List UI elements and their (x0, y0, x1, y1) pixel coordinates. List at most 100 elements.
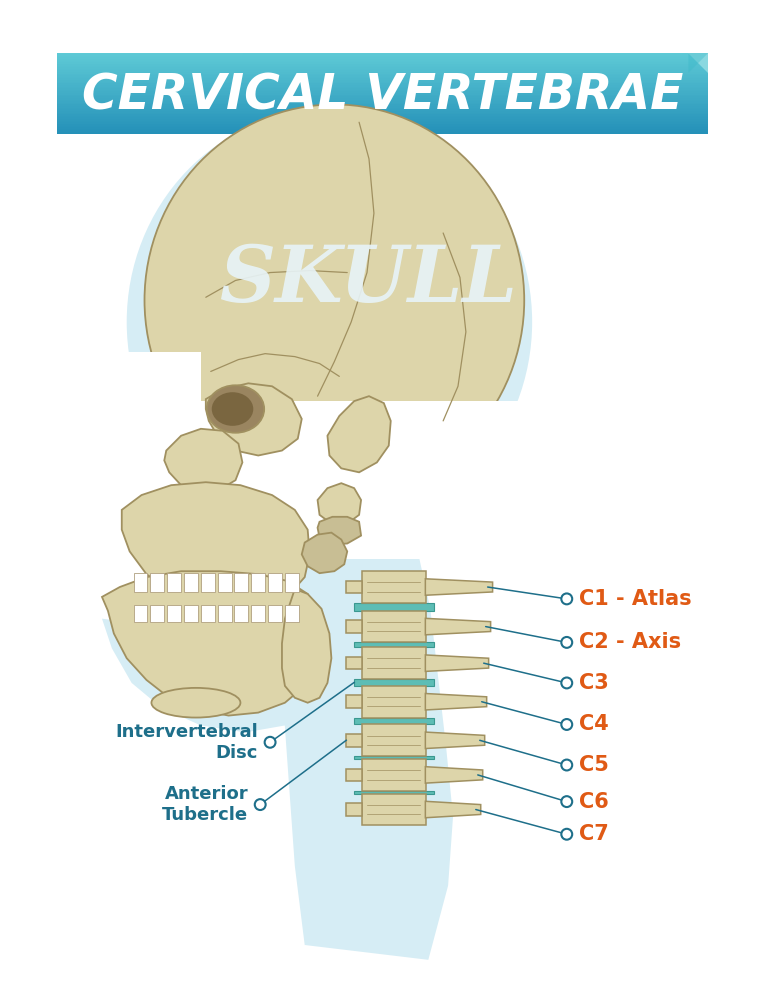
Circle shape (562, 637, 572, 648)
Circle shape (562, 593, 572, 604)
Ellipse shape (151, 688, 240, 718)
Bar (57, 129, 708, 131)
Bar (347, 803, 362, 816)
Circle shape (562, 760, 572, 770)
Bar (57, 61, 708, 63)
Polygon shape (275, 492, 453, 960)
Bar (347, 695, 362, 708)
Bar (57, 104, 708, 107)
Bar (57, 117, 708, 120)
Bar (218, 605, 232, 622)
Bar (347, 657, 362, 669)
Bar (362, 686, 426, 718)
Bar (57, 114, 708, 116)
Bar (57, 111, 708, 113)
Bar (218, 573, 232, 592)
Text: Intervertebral
Disc: Intervertebral Disc (116, 723, 259, 762)
Polygon shape (122, 482, 310, 607)
Bar (347, 734, 362, 747)
Polygon shape (425, 694, 487, 710)
Ellipse shape (145, 104, 524, 496)
Bar (354, 791, 435, 794)
Bar (354, 603, 435, 611)
Text: CERVICAL VERTEBRAE: CERVICAL VERTEBRAE (82, 72, 683, 120)
Bar (151, 605, 164, 622)
Bar (362, 794, 426, 825)
Polygon shape (102, 571, 320, 716)
Polygon shape (425, 618, 490, 635)
Bar (57, 75, 708, 77)
Text: C3: C3 (578, 673, 608, 693)
Bar (57, 130, 708, 132)
Text: C4: C4 (578, 714, 608, 734)
Bar (201, 573, 215, 592)
Text: SKULL: SKULL (220, 242, 518, 319)
Text: C1 - Atlas: C1 - Atlas (578, 589, 692, 609)
Ellipse shape (212, 392, 253, 426)
Bar (354, 642, 435, 647)
Bar (57, 113, 708, 115)
Bar (134, 605, 148, 622)
Polygon shape (102, 584, 344, 732)
Polygon shape (282, 589, 331, 703)
Bar (362, 724, 426, 756)
Bar (57, 88, 708, 90)
Text: C2 - Axis: C2 - Axis (578, 632, 681, 652)
Polygon shape (688, 53, 708, 73)
Circle shape (255, 799, 265, 810)
Bar (57, 56, 708, 58)
Circle shape (562, 719, 572, 730)
Bar (57, 126, 708, 128)
Ellipse shape (207, 385, 264, 433)
Bar (57, 98, 708, 100)
Bar (57, 54, 708, 56)
Bar (347, 581, 362, 593)
Bar (354, 718, 435, 724)
Polygon shape (425, 655, 489, 671)
Bar (252, 605, 265, 622)
Bar (168, 573, 181, 592)
Bar (57, 85, 708, 87)
Bar (57, 93, 708, 95)
Bar (57, 67, 708, 69)
Bar (57, 122, 708, 124)
Bar (57, 78, 708, 81)
Bar (57, 106, 708, 108)
Bar (57, 62, 708, 64)
Bar (57, 74, 708, 76)
Circle shape (562, 829, 572, 840)
Polygon shape (425, 579, 493, 595)
Bar (57, 109, 708, 111)
Bar (57, 83, 708, 85)
Bar (73, 352, 201, 599)
Bar (139, 401, 529, 559)
Bar (354, 756, 435, 759)
Polygon shape (425, 732, 485, 749)
Bar (57, 53, 708, 55)
Bar (57, 64, 708, 66)
Bar (57, 116, 708, 118)
Bar (235, 573, 249, 592)
Bar (57, 101, 708, 103)
Bar (151, 573, 164, 592)
Polygon shape (688, 53, 708, 73)
Bar (268, 573, 282, 592)
Bar (184, 573, 198, 592)
Polygon shape (425, 801, 480, 818)
Polygon shape (301, 533, 347, 573)
Polygon shape (164, 429, 243, 492)
Bar (57, 127, 708, 129)
Bar (168, 605, 181, 622)
Bar (57, 80, 708, 82)
Bar (285, 605, 299, 622)
Bar (362, 571, 426, 603)
Circle shape (265, 737, 275, 748)
Bar (57, 103, 708, 105)
Bar (362, 759, 426, 791)
Bar (57, 108, 708, 110)
Bar (362, 611, 426, 642)
Text: C5: C5 (578, 755, 608, 775)
Ellipse shape (127, 109, 532, 535)
Polygon shape (317, 483, 361, 524)
Bar (57, 100, 708, 102)
